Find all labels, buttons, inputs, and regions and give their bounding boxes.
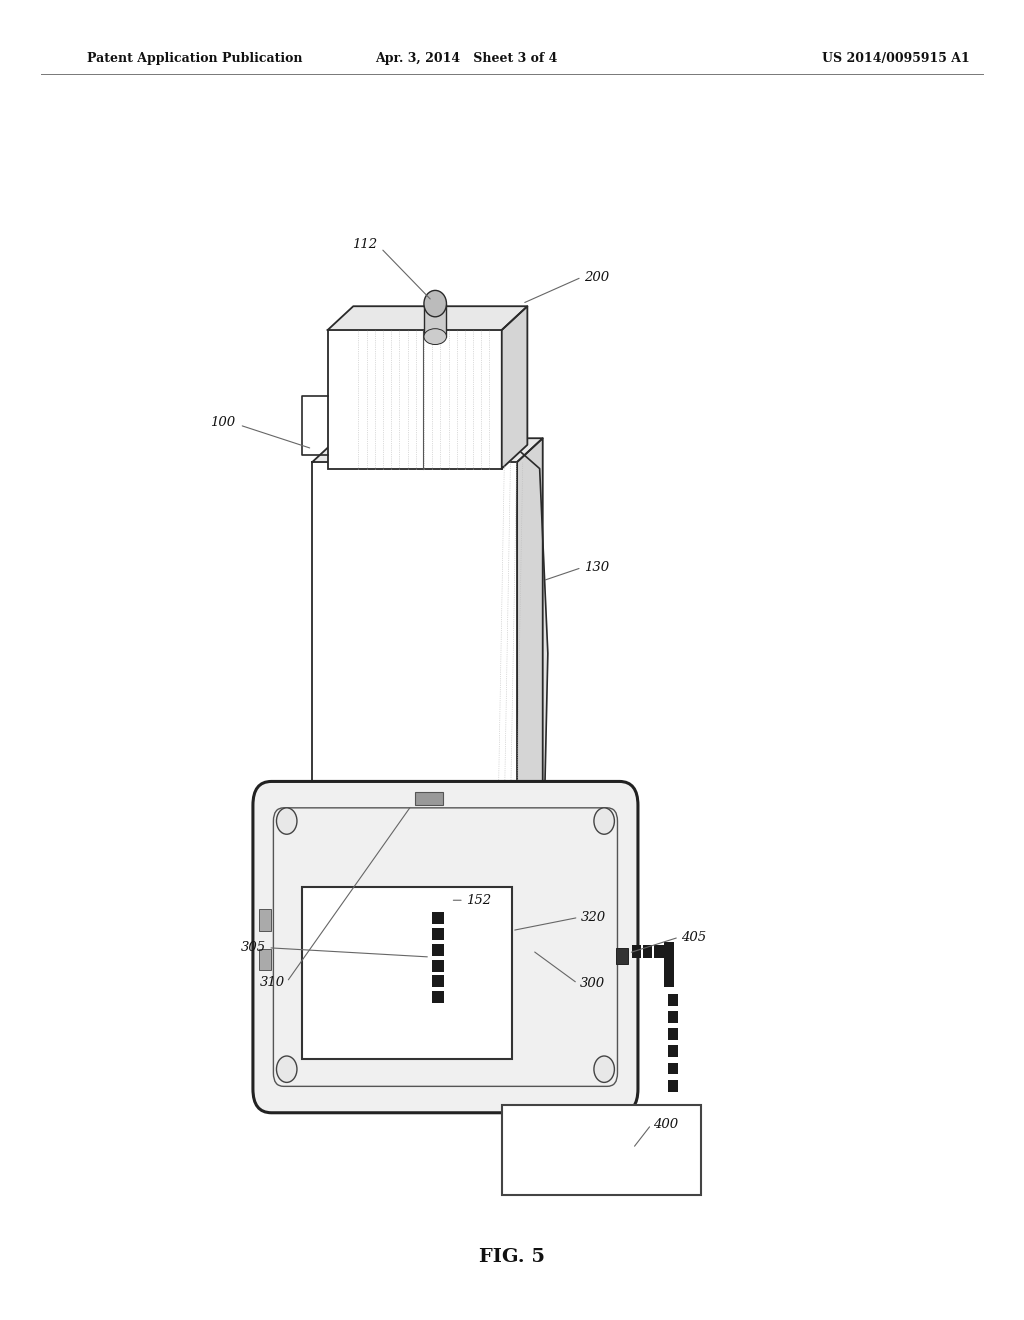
Ellipse shape: [424, 329, 446, 345]
Text: US 2014/0095915 A1: US 2014/0095915 A1: [822, 51, 970, 65]
Bar: [432, 944, 444, 956]
Bar: [432, 960, 444, 972]
Polygon shape: [312, 438, 543, 462]
Bar: [259, 949, 271, 970]
Bar: [668, 1080, 678, 1092]
Polygon shape: [517, 438, 543, 898]
Text: 320: 320: [581, 911, 606, 924]
Circle shape: [276, 1056, 297, 1082]
Bar: [432, 991, 444, 1003]
Polygon shape: [502, 306, 527, 469]
Bar: [312, 462, 517, 898]
Bar: [302, 887, 512, 1059]
Text: Patent Application Publication: Patent Application Publication: [87, 51, 302, 65]
Bar: [664, 942, 674, 987]
Text: Apr. 3, 2014   Sheet 3 of 4: Apr. 3, 2014 Sheet 3 of 4: [375, 51, 557, 65]
Bar: [432, 928, 444, 940]
Ellipse shape: [424, 290, 446, 317]
Bar: [424, 304, 446, 337]
Text: 152: 152: [466, 894, 492, 907]
Bar: [668, 1063, 678, 1074]
Text: 400: 400: [653, 1118, 679, 1131]
Text: 130: 130: [584, 561, 609, 574]
Bar: [415, 792, 443, 805]
Text: 112: 112: [351, 238, 377, 251]
Circle shape: [594, 1056, 614, 1082]
Bar: [643, 945, 652, 958]
Bar: [423, 888, 450, 904]
FancyBboxPatch shape: [253, 781, 638, 1113]
Bar: [328, 330, 502, 469]
Bar: [616, 948, 628, 964]
Text: 300: 300: [580, 977, 605, 990]
Polygon shape: [517, 449, 548, 898]
Bar: [432, 912, 444, 924]
Bar: [259, 909, 271, 931]
Text: FIG. 5: FIG. 5: [479, 1247, 545, 1266]
Bar: [668, 1045, 678, 1057]
Bar: [668, 1028, 678, 1040]
Bar: [632, 945, 641, 958]
Text: 405: 405: [681, 931, 707, 944]
Text: 305: 305: [241, 941, 266, 954]
Bar: [502, 1105, 701, 1195]
Bar: [668, 994, 678, 1006]
Polygon shape: [328, 306, 527, 330]
Text: 200: 200: [584, 271, 609, 284]
Bar: [432, 975, 444, 987]
Bar: [654, 945, 664, 958]
FancyBboxPatch shape: [273, 808, 617, 1086]
Circle shape: [276, 808, 297, 834]
Bar: [668, 1011, 678, 1023]
Circle shape: [594, 808, 614, 834]
Text: 100: 100: [210, 416, 236, 429]
Text: 310: 310: [259, 975, 285, 989]
